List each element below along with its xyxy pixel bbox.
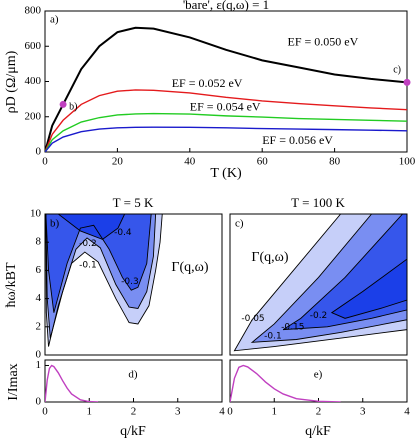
line — [45, 89, 407, 152]
contour-fill — [58, 214, 125, 240]
contour-fill — [331, 259, 407, 319]
plot-frame — [44, 213, 223, 356]
x-tick-label: 2 — [316, 406, 322, 418]
plot-frame — [229, 359, 408, 403]
plot-frame — [44, 359, 223, 403]
contour-fill — [45, 214, 152, 313]
series-label: EF = 0.054 eV — [190, 100, 261, 114]
series-label: EF = 0.050 eV — [288, 34, 359, 48]
line — [45, 26, 407, 152]
y-tick-label: 8 — [36, 236, 42, 248]
x-axis-label: q/kF — [305, 424, 331, 439]
contour-line — [233, 214, 407, 352]
contour-line — [58, 214, 126, 240]
x-tick-label: 1 — [272, 406, 278, 418]
y-axis-label: ρD (Ω/μm) — [4, 50, 19, 113]
x-tick-label: 0 — [42, 406, 48, 418]
annotation: Γ(q,ω) — [251, 250, 288, 265]
y-tick-label: 0 — [36, 349, 42, 361]
contour-label: -0.1 — [264, 331, 282, 341]
y-tick-label: 2 — [36, 320, 42, 332]
x-tick-label: 0 — [42, 156, 48, 168]
x-axis-label: T (K) — [210, 166, 242, 181]
panel-label: e) — [314, 369, 323, 381]
panel-title: T = 100 K — [291, 195, 345, 210]
contour-label: -0.3 — [121, 277, 139, 287]
contour-label: -0.05 — [241, 314, 264, 324]
y-tick-label: 1 — [36, 359, 42, 371]
x-tick-label: 3 — [175, 406, 181, 418]
series-label: EF = 0.052 eV — [172, 76, 243, 90]
x-tick-label: 4 — [404, 406, 410, 418]
contour-label: -0.15 — [281, 322, 304, 332]
marker-label: b) — [69, 102, 77, 113]
line — [45, 126, 407, 152]
marker — [59, 100, 67, 108]
panel-label: b) — [50, 218, 60, 230]
chart-title: 'bare', ε(q,ω) = 1 — [183, 0, 269, 12]
line — [45, 112, 407, 152]
marker — [403, 78, 411, 86]
contour-line — [282, 214, 407, 331]
contour-label: -0.2 — [79, 239, 97, 249]
panel-label: a) — [50, 14, 59, 26]
y-tick-label: 400 — [25, 75, 42, 87]
marker-label: c) — [393, 65, 401, 76]
y-tick-label: 800 — [25, 5, 42, 17]
contour-label: -0.2 — [310, 311, 328, 321]
x-tick-label: 3 — [360, 406, 366, 418]
x-axis-label: q/kF — [120, 424, 146, 439]
panel-title: T = 5 K — [113, 195, 154, 210]
y-tick-label: 200 — [25, 110, 42, 122]
line — [230, 364, 341, 402]
annotation: Γ(q,ω) — [171, 260, 208, 275]
contour-line — [45, 214, 163, 347]
y-tick-label: 600 — [25, 40, 42, 52]
x-tick-label: 4 — [219, 406, 225, 418]
contour-line — [45, 214, 157, 339]
contour-label: -0.1 — [79, 260, 97, 270]
line — [45, 364, 99, 402]
contour-line — [330, 258, 407, 319]
y-tick-label: 4 — [36, 292, 42, 304]
contour-line — [45, 214, 152, 313]
contour-label: -0.4 — [114, 228, 132, 238]
y-tick-label: 6 — [36, 264, 42, 276]
x-tick-label: 20 — [112, 156, 124, 168]
contour-line — [250, 214, 407, 343]
series-label: EF = 0.056 eV — [262, 133, 333, 147]
x-tick-label: 0 — [227, 406, 233, 418]
y-tick-label: 0 — [36, 396, 42, 408]
y-axis-label: I/Imax — [6, 363, 21, 400]
panel-label: c) — [235, 218, 244, 230]
x-tick-label: 100 — [399, 156, 415, 168]
x-tick-label: 40 — [184, 156, 196, 168]
y-tick-label: 10 — [30, 208, 42, 220]
x-tick-label: 60 — [257, 156, 269, 168]
y-axis-label: ħω/kBT — [4, 262, 19, 307]
x-tick-label: 80 — [329, 156, 341, 168]
x-tick-label: 1 — [87, 406, 93, 418]
y-tick-label: 0 — [36, 146, 42, 158]
x-tick-label: 2 — [131, 406, 137, 418]
plot-frame — [229, 213, 408, 356]
panel-label: d) — [128, 369, 138, 381]
